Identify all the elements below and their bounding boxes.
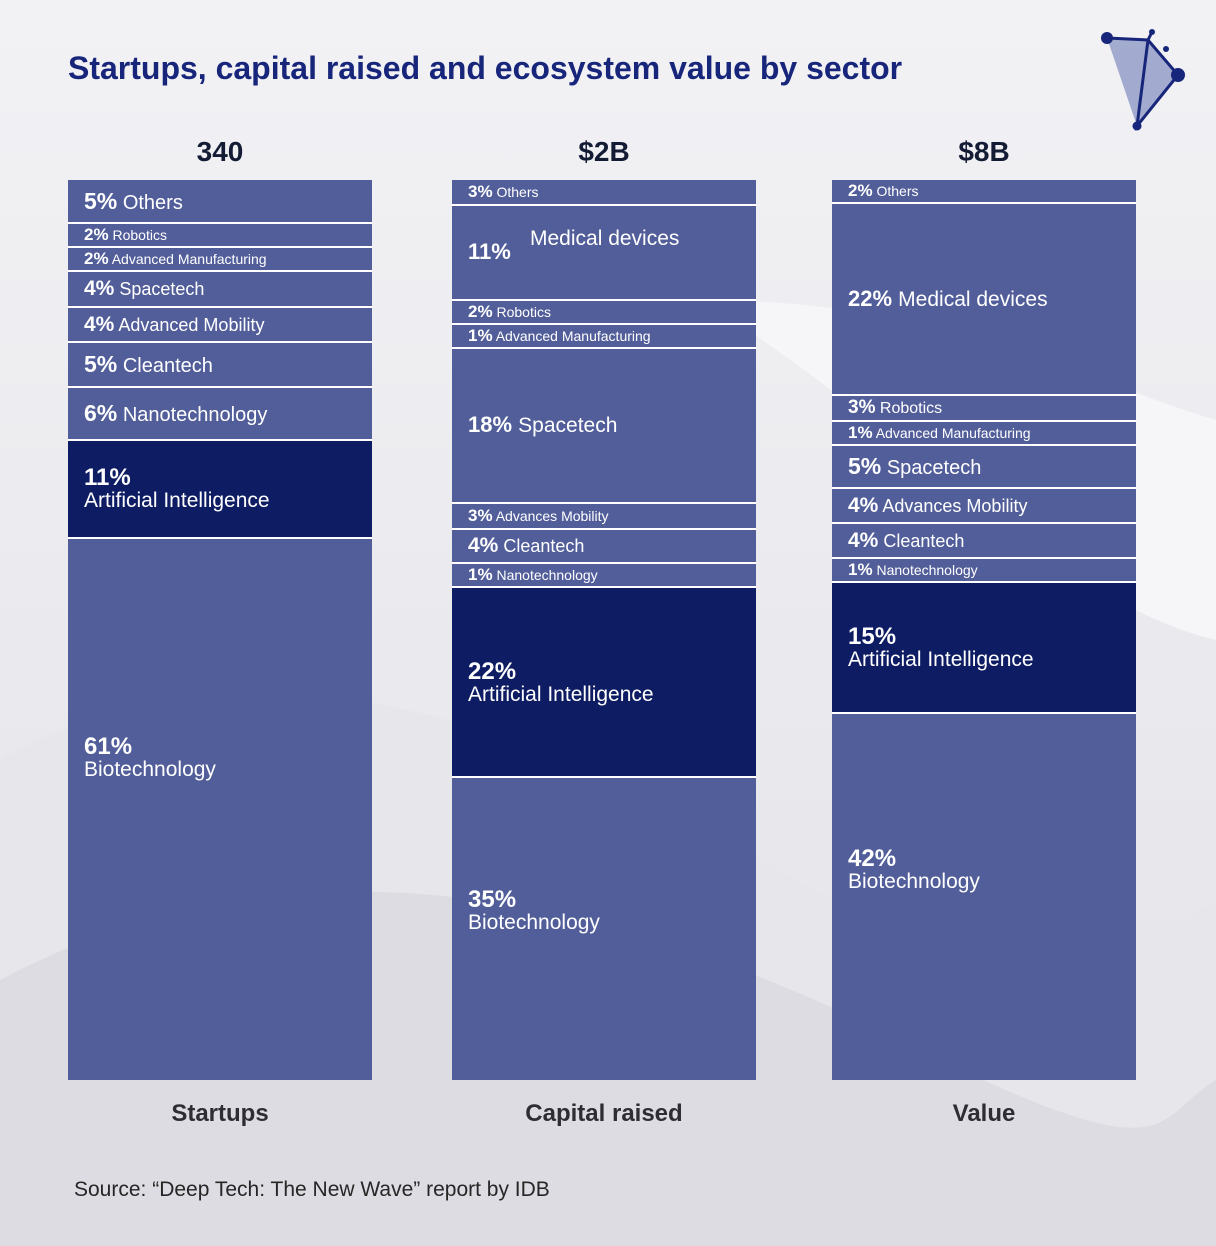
segment-sector-name: Medical devices — [898, 287, 1048, 311]
total-value: $8B — [958, 136, 1010, 167]
segment-percent: 5% — [84, 187, 118, 214]
segment-sector-name: Others — [876, 183, 919, 200]
segment-sector-name: Medical devices — [530, 227, 680, 251]
segment-capital-raised-artificial-intelligence: 22% Artificial Intelligence — [452, 588, 756, 779]
segment-sector-name: Biotechnology — [848, 869, 980, 893]
segment-sector-name: Spacetech — [518, 414, 618, 438]
stack-startups: 5% Others 2% Robotics 2% Advanced Manufact… — [68, 180, 372, 1080]
segment-sector-name: Advances Mobility — [882, 495, 1028, 516]
segment-sector-name: Robotics — [879, 399, 943, 417]
segment-percent: 6% — [84, 399, 118, 426]
category-label-startups: Startups — [171, 1100, 269, 1127]
segment-percent: 2% — [848, 181, 873, 201]
segment-percent: 1% — [848, 422, 873, 442]
segment-startups-biotechnology: 61% Biotechnology — [68, 538, 372, 1080]
segment-percent: 35% — [468, 885, 517, 913]
segment-value-robotics: 3% Robotics — [832, 395, 1136, 422]
segment-percent: 4% — [468, 534, 499, 558]
segment-percent: 11% — [468, 239, 511, 265]
segment-percent: 5% — [84, 351, 118, 378]
segment-percent: 22% — [468, 657, 517, 685]
total-capital-raised: $2B — [578, 136, 630, 167]
segment-capital-raised-advances-mobility: 3% Advances Mobility — [452, 504, 756, 530]
segment-value-artificial-intelligence: 15% Artificial Intelligence — [832, 583, 1136, 714]
segment-sector-name: Advanced Mobility — [118, 314, 265, 335]
segment-startups-nanotechnology: 6% Nanotechnology — [68, 387, 372, 441]
segment-percent: 5% — [848, 453, 882, 480]
segment-capital-raised-biotechnology: 35% Biotechnology — [452, 778, 756, 1080]
segment-sector-name: Cleantech — [883, 530, 965, 551]
segment-sector-name: Artificial Intelligence — [848, 648, 1034, 672]
segment-startups-advanced-mobility: 4% Advanced Mobility — [68, 307, 372, 344]
segment-percent: 61% — [84, 732, 133, 760]
segment-capital-raised-medical-devices: 11% Medical devices — [452, 205, 756, 301]
category-label-capital-raised: Capital raised — [525, 1100, 683, 1127]
total-startups: 340 — [196, 136, 244, 167]
segment-sector-name: Spacetech — [886, 457, 982, 480]
segment-startups-cleantech: 5% Cleantech — [68, 343, 372, 388]
segment-value-cleantech: 4% Cleantech — [832, 524, 1136, 560]
segment-sector-name: Cleantech — [122, 355, 213, 378]
segment-percent: 4% — [848, 493, 879, 517]
stack-capital-raised: 3% Others 11% Medical devices 2% Robotics 1… — [452, 180, 756, 1080]
segment-sector-name: Nanotechnology — [496, 567, 598, 584]
segment-percent: 1% — [848, 560, 873, 580]
segment-value-others: 2% Others — [832, 180, 1136, 204]
segment-startups-advanced-manufacturing: 2% Advanced Manufacturing — [68, 248, 372, 273]
segment-sector-name: Spacetech — [119, 279, 205, 300]
segment-percent: 4% — [84, 277, 115, 301]
segment-sector-name: Artificial Intelligence — [468, 682, 654, 706]
segment-percent: 22% — [848, 285, 893, 311]
segment-percent: 1% — [468, 565, 493, 585]
segment-sector-name: Advances Mobility — [495, 508, 609, 525]
segment-sector-name: Advanced Manufacturing — [875, 424, 1031, 441]
segment-sector-name: Advanced Manufacturing — [111, 251, 267, 268]
segment-value-nanotechnology: 1% Nanotechnology — [832, 559, 1136, 584]
segment-percent: 2% — [84, 225, 109, 245]
segment-percent: 42% — [848, 844, 897, 872]
segment-value-advanced-manufacturing: 1% Advanced Manufacturing — [832, 421, 1136, 446]
segment-percent: 2% — [468, 301, 493, 321]
segment-value-advances-mobility: 4% Advances Mobility — [832, 489, 1136, 525]
segment-sector-name: Others — [122, 191, 183, 214]
segment-sector-name: Biotechnology — [468, 910, 600, 934]
segment-percent: 4% — [848, 528, 879, 552]
segment-startups-spacetech: 4% Spacetech — [68, 272, 372, 308]
segment-sector-name: Nanotechnology — [122, 403, 268, 426]
segment-percent: 3% — [848, 396, 876, 418]
segment-sector-name: Cleantech — [503, 536, 585, 557]
segment-capital-raised-spacetech: 18% Spacetech — [452, 348, 756, 504]
segment-sector-name: Others — [496, 184, 539, 201]
segment-percent: 2% — [84, 249, 109, 269]
segment-startups-robotics: 2% Robotics — [68, 224, 372, 249]
segment-value-biotechnology: 42% Biotechnology — [832, 713, 1136, 1080]
segment-sector-name: Artificial Intelligence — [84, 489, 270, 513]
segment-capital-raised-cleantech: 4% Cleantech — [452, 529, 756, 565]
constellation-logo-icon — [1101, 29, 1185, 132]
segment-sector-name: Robotics — [112, 227, 167, 244]
segment-sector-name: Nanotechnology — [876, 562, 978, 579]
segment-percent: 18% — [468, 412, 513, 438]
source-note: Source: “Deep Tech: The New Wave” report… — [74, 1178, 550, 1201]
chart-title: Startups, capital raised and ecosystem v… — [68, 50, 903, 86]
segment-percent: 15% — [848, 622, 897, 650]
segment-capital-raised-others: 3% Others — [452, 180, 756, 206]
segment-capital-raised-robotics: 2% Robotics — [452, 300, 756, 325]
category-label-value: Value — [952, 1100, 1016, 1127]
segment-percent: 1% — [468, 325, 493, 345]
segment-capital-raised-advanced-manufacturing: 1% Advanced Manufacturing — [452, 324, 756, 349]
segment-value-medical-devices: 22% Medical devices — [832, 204, 1136, 396]
segment-startups-others: 5% Others — [68, 180, 372, 225]
segment-startups-artificial-intelligence: 11% Artificial Intelligence — [68, 441, 372, 539]
stack-value: 2% Others 22% Medical devices 3% Robotics 1… — [832, 180, 1136, 1080]
segment-sector-name: Biotechnology — [84, 757, 216, 781]
segment-capital-raised-nanotechnology: 1% Nanotechnology — [452, 564, 756, 589]
segment-sector-name: Robotics — [496, 303, 551, 320]
segment-percent: 4% — [84, 312, 115, 336]
segment-percent: 3% — [468, 506, 493, 526]
segment-value-spacetech: 5% Spacetech — [832, 445, 1136, 490]
segment-percent: 3% — [468, 182, 493, 202]
segment-percent: 11% — [84, 464, 131, 492]
segment-sector-name: Advanced Manufacturing — [495, 327, 651, 344]
